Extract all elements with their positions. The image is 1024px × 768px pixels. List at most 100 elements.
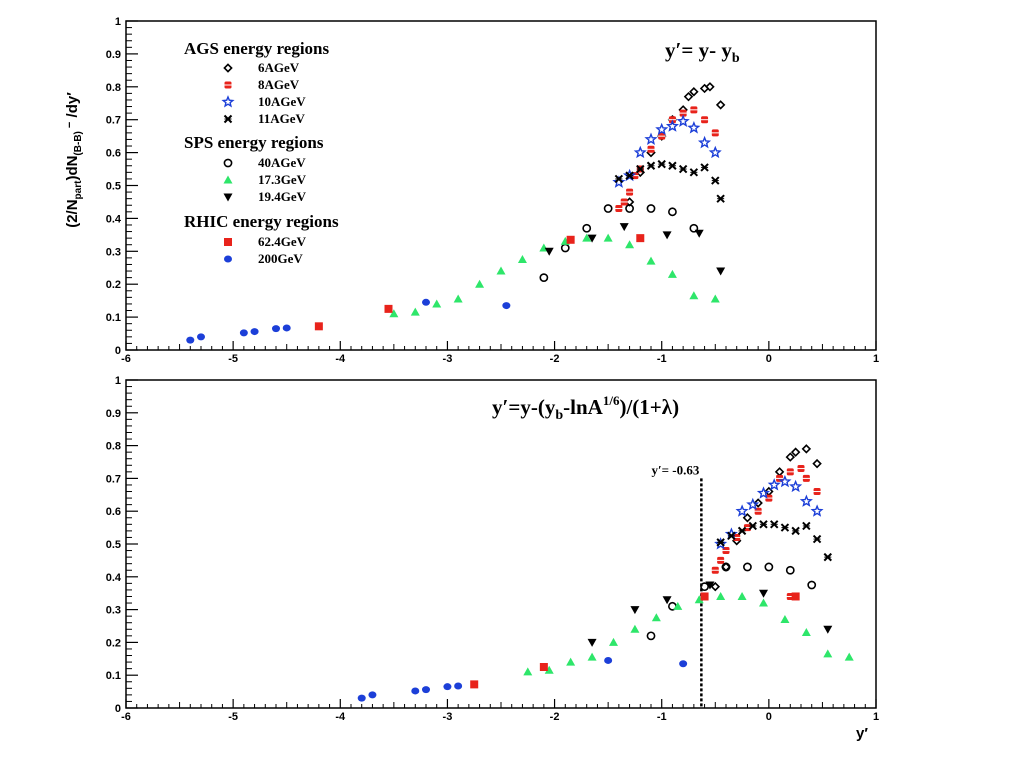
- bottom-panel-ticks: -6 -5 -4 -3 -2 -1 0 1 0 0.1 0.2 0.3 0.4 0.5 0.6 0.7 0.8 0…: [106, 375, 879, 723]
- data-point-rhic200: [422, 686, 430, 694]
- x-tick-label: -5: [228, 711, 238, 723]
- svg-text:200GeV: 200GeV: [258, 251, 303, 266]
- data-point-rhic200: [357, 694, 366, 702]
- data-point-rhic624: [384, 304, 393, 313]
- data-point-ags8: [711, 566, 720, 574]
- data-point-ags6: [801, 444, 812, 454]
- data-point-sps173: [603, 233, 613, 242]
- data-point-ags8: [775, 474, 784, 482]
- x-tick-label: -1: [657, 711, 667, 723]
- data-point-ags11: [668, 161, 677, 170]
- data-point-ags11: [711, 176, 720, 185]
- data-point-sps173: [453, 294, 463, 303]
- legend-header-rhic: RHIC energy regions: [184, 212, 339, 231]
- data-point-ags8: [711, 129, 720, 137]
- svg-text:8AGeV: 8AGeV: [258, 77, 300, 92]
- data-point-sps40: [743, 562, 752, 572]
- data-point-ags10: [644, 132, 658, 146]
- data-point-ags11: [689, 168, 699, 177]
- data-point-ags8: [797, 465, 805, 473]
- y-tick-label: 0.4: [106, 213, 122, 225]
- legend-marker-ags10: [221, 95, 235, 108]
- y-axis-title: (2/Npart)dN(B-B) − /dy′: [64, 92, 84, 228]
- data-point-sps173: [523, 667, 533, 676]
- data-point-ags6: [742, 513, 753, 523]
- data-point-sps173: [389, 309, 399, 318]
- data-point-ags11: [614, 174, 624, 184]
- data-point-rhic200: [443, 683, 452, 691]
- data-point-sps40: [582, 223, 592, 233]
- data-point-sps173: [651, 613, 661, 622]
- data-point-rhic200: [454, 682, 463, 690]
- y-tick-label: 1: [115, 16, 121, 28]
- bottom-panel: -6 -5 -4 -3 -2 -1 0 1 0 0.1 0.2 0.3 0.4 0.5 0.6 0.7 0.8 0…: [106, 375, 879, 742]
- x-tick-label: 1: [873, 711, 879, 723]
- data-point-ags8: [657, 132, 666, 140]
- data-point-ags6: [689, 87, 699, 97]
- y-tick-label: 0: [115, 703, 121, 715]
- data-point-sps194: [694, 229, 704, 238]
- y-tick-label: 0.7: [106, 473, 121, 485]
- data-point-ags11: [716, 538, 725, 547]
- cut-annotation: y′= -0.63: [651, 462, 699, 477]
- data-point-sps40: [560, 243, 570, 253]
- data-point-ags10: [633, 145, 647, 159]
- x-tick-label: -6: [121, 353, 131, 365]
- data-point-rhic624: [470, 680, 479, 689]
- x-tick-label: -4: [335, 711, 346, 723]
- data-point-sps40: [764, 562, 774, 572]
- y-tick-label: 1: [115, 375, 121, 387]
- y-tick-label: 0.3: [106, 246, 121, 258]
- data-point-sps173: [823, 649, 833, 658]
- legend-item-17-3gev: 17.3GeV: [223, 172, 307, 187]
- data-point-sps194: [662, 596, 672, 605]
- data-point-sps194: [544, 247, 554, 256]
- data-point-ags11: [780, 523, 790, 532]
- legend-item-8agev: 8AGeV: [224, 77, 300, 92]
- data-point-sps173: [801, 628, 811, 637]
- legend-item-40agev: 40AGeV: [223, 155, 306, 170]
- data-point-ags6: [715, 100, 726, 110]
- data-point-rhic200: [604, 656, 613, 664]
- y-tick-label: 0.5: [106, 181, 121, 193]
- legend-marker-sps194: [223, 193, 233, 202]
- top-formula: y′= y- yb: [665, 38, 740, 66]
- data-point-ags11: [625, 171, 634, 180]
- data-point-ags11: [791, 526, 800, 536]
- svg-text:19.4GeV: 19.4GeV: [258, 189, 307, 204]
- data-point-sps194: [662, 231, 672, 240]
- data-point-ags8: [614, 205, 623, 213]
- data-point-rhic200: [679, 660, 688, 668]
- x-tick-label: -2: [550, 711, 560, 723]
- data-point-rhic200: [250, 328, 259, 336]
- data-point-rhic624: [791, 592, 800, 601]
- y-tick-label: 0.4: [106, 572, 122, 584]
- legend-marker-ags11: [223, 114, 233, 124]
- data-point-rhic200: [411, 687, 420, 695]
- data-point-ags11: [646, 161, 656, 170]
- data-point-ags8: [625, 188, 634, 196]
- data-point-ags11: [716, 194, 725, 203]
- data-point-sps40: [646, 631, 656, 641]
- x-axis-title: y′: [856, 725, 868, 742]
- data-point-rhic200: [422, 298, 430, 306]
- data-point-sps40: [603, 204, 613, 213]
- data-point-ags8: [700, 116, 709, 124]
- data-point-sps173: [609, 637, 618, 646]
- legend-marker-rhic624: [224, 238, 232, 246]
- data-point-sps173: [646, 256, 656, 265]
- legend-item-19-4gev: 19.4GeV: [223, 189, 307, 204]
- legend-marker-ags6: [223, 63, 233, 73]
- x-tick-label: -3: [443, 353, 453, 365]
- data-point-rhic200: [272, 325, 280, 333]
- legend-marker-ags8: [224, 81, 232, 89]
- data-point-sps173: [625, 240, 635, 249]
- top-panel-marks: [186, 82, 726, 344]
- data-point-sps173: [544, 665, 554, 674]
- svg-text:10AGeV: 10AGeV: [258, 94, 306, 109]
- data-point-ags8: [679, 109, 688, 117]
- data-point-sps173: [689, 291, 699, 300]
- data-point-sps194: [587, 638, 597, 647]
- data-point-sps40: [539, 273, 549, 283]
